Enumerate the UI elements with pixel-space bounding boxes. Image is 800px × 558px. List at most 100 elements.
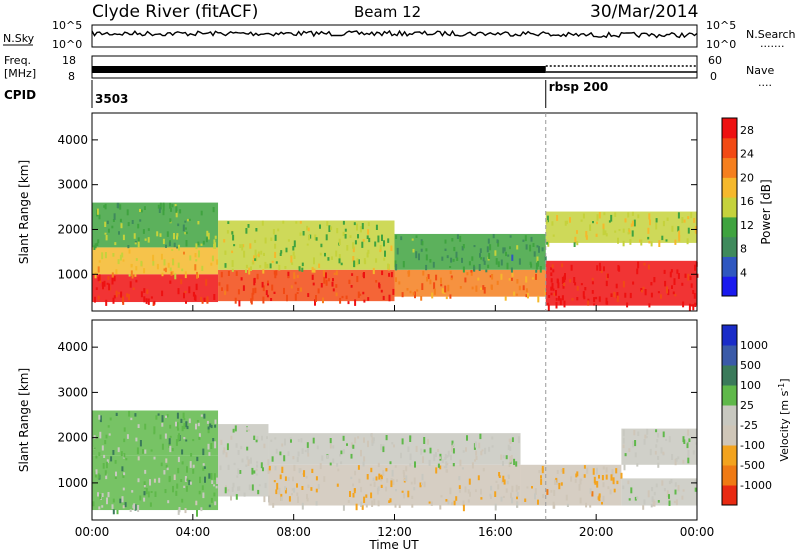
heatmap-speck — [421, 473, 424, 481]
heatmap-speck — [164, 489, 167, 494]
heatmap-speck — [576, 230, 578, 234]
heatmap-speck — [461, 467, 464, 470]
heatmap-speck — [502, 454, 505, 459]
heatmap-speck — [196, 456, 199, 462]
heatmap-speck — [207, 232, 210, 240]
heatmap-speck — [232, 482, 235, 488]
heatmap-speck — [284, 486, 287, 491]
heatmap-speck — [161, 423, 164, 427]
heatmap-speck — [413, 487, 416, 491]
heatmap-speck — [458, 476, 461, 481]
heatmap-speck — [690, 283, 693, 288]
heatmap-speck — [232, 428, 235, 433]
heatmap-speck — [605, 233, 608, 237]
heatmap-speck — [296, 292, 299, 294]
heatmap-speck — [357, 234, 359, 239]
heatmap-speck — [265, 290, 268, 296]
heatmap-speck — [93, 447, 96, 450]
heatmap-speck — [186, 466, 188, 473]
heatmap-speck — [315, 295, 317, 302]
heatmap-speck — [596, 481, 599, 488]
heatmap-speck — [450, 454, 452, 461]
heatmap-speck — [509, 235, 512, 238]
noise-left-tick-bottom: 10^0 — [52, 38, 82, 51]
heatmap-speck — [134, 413, 137, 417]
heatmap-speck — [613, 488, 616, 493]
heatmap-speck — [97, 295, 100, 300]
heatmap-speck — [589, 504, 592, 508]
heatmap-speck — [262, 296, 265, 304]
heatmap-speck — [416, 289, 419, 292]
freq-left-tick-bottom: 8 — [68, 70, 75, 83]
heatmap-speck — [676, 269, 679, 274]
heatmap-speck — [655, 222, 658, 230]
heatmap-speck — [677, 212, 680, 219]
heatmap-speck — [538, 246, 540, 253]
heatmap-speck — [362, 272, 365, 278]
heatmap-speck — [537, 499, 539, 505]
heatmap-speck — [663, 269, 666, 274]
heatmap-speck — [177, 427, 180, 431]
heatmap-speck — [126, 293, 129, 298]
heatmap-speck — [464, 486, 467, 493]
heatmap-speck — [256, 436, 259, 442]
heatmap-speck — [336, 483, 339, 487]
heatmap-speck — [414, 461, 416, 468]
heatmap-speck — [292, 476, 294, 482]
heatmap-speck — [296, 492, 299, 497]
heatmap-speck — [140, 291, 143, 298]
heatmap-speck — [137, 241, 140, 248]
heatmap-speck — [257, 489, 260, 495]
heatmap-speck — [466, 435, 468, 441]
heatmap-speck — [626, 302, 629, 308]
heatmap-speck — [496, 280, 499, 285]
heatmap-speck — [550, 286, 553, 291]
heatmap-speck — [124, 502, 127, 508]
heatmap-speck — [169, 280, 172, 284]
heatmap-speck — [662, 451, 665, 455]
heatmap-speck — [367, 297, 370, 301]
heatmap-speck — [182, 224, 185, 232]
heatmap-speck — [480, 450, 483, 456]
heatmap-speck — [552, 288, 555, 291]
heatmap-speck — [247, 224, 250, 228]
heatmap-speck — [253, 255, 256, 260]
heatmap-speck — [350, 442, 353, 448]
heatmap-speck — [693, 218, 696, 223]
heatmap-speck — [372, 477, 375, 481]
heatmap-speck — [273, 270, 276, 275]
heatmap-speck — [447, 500, 450, 505]
heatmap-speck — [249, 243, 252, 249]
heatmap-speck — [647, 236, 650, 240]
heatmap-speck — [112, 450, 115, 455]
heatmap-speck — [666, 286, 668, 294]
heatmap-speck — [352, 493, 355, 498]
velocity-label-close: ] — [778, 378, 791, 382]
heatmap-speck — [617, 237, 619, 244]
heatmap-speck — [569, 279, 572, 283]
heatmap-speck — [511, 437, 514, 442]
heatmap-speck — [618, 229, 621, 232]
heatmap-speck — [361, 223, 364, 230]
heatmap-speck — [287, 276, 290, 279]
heatmap-speck — [479, 433, 482, 440]
heatmap-speck — [605, 467, 608, 473]
heatmap-speck — [370, 467, 373, 473]
heatmap-speck — [344, 234, 347, 239]
heatmap-speck — [693, 293, 696, 299]
heatmap-speck — [235, 443, 238, 448]
heatmap-speck — [366, 235, 369, 239]
heatmap-speck — [471, 286, 474, 290]
heatmap-speck — [147, 237, 150, 243]
heatmap-speck — [661, 235, 664, 241]
heatmap-speck — [307, 293, 310, 297]
heatmap-speck — [451, 502, 453, 506]
heatmap-speck — [296, 274, 299, 278]
heatmap-speck — [555, 301, 558, 309]
heatmap-speck — [363, 299, 366, 303]
heatmap-speck — [681, 217, 684, 224]
heatmap-speck — [262, 467, 264, 472]
colorbar-swatch — [722, 197, 737, 218]
heatmap-speck — [596, 467, 598, 475]
heatmap-speck — [380, 444, 383, 451]
